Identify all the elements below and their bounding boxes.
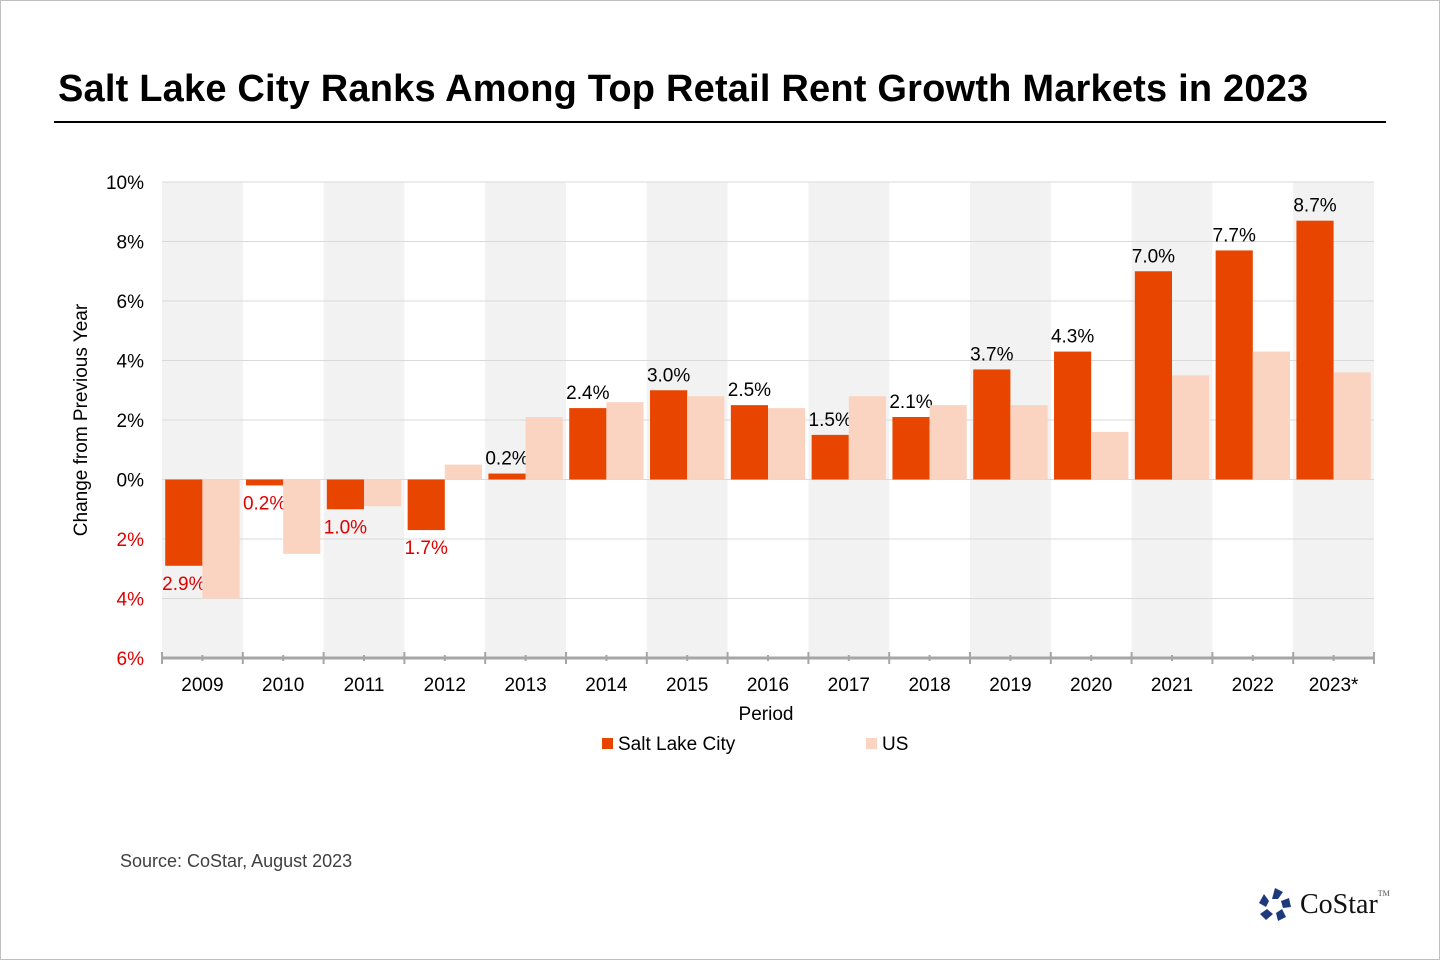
us-bar-2015 [687,396,725,480]
x-tick-label: 2010 [262,675,304,696]
x-tick-label: 2015 [666,675,708,696]
us-bar-2014 [606,402,644,480]
costar-logo: CoStarTM [1256,886,1390,924]
x-tick-label: 2013 [504,675,546,696]
y-tick-label: 4% [117,590,145,611]
slc-bar-2021 [1134,271,1172,480]
costar-star-icon [1259,888,1291,921]
slc-bar-2010 [246,479,284,486]
slc-bar-2012 [407,479,445,531]
x-tick-label: 2011 [344,675,385,696]
data-label: 2.1% [889,392,932,413]
slc-bar-2013 [488,473,526,480]
y-tick-label: 2% [117,530,145,551]
slc-bar-2011 [326,479,364,510]
x-tick-label: 2019 [989,675,1031,696]
data-label: 2.5% [728,380,771,401]
data-label: 8.7% [1293,196,1336,217]
us-bar-2022 [1252,351,1290,480]
data-label: 7.0% [1132,246,1175,267]
slc-bar-2017 [811,434,849,480]
us-bar-2016 [768,408,806,480]
us-bar-2013 [525,417,563,480]
x-tick-label: 2014 [585,675,628,696]
us-bar-2018 [929,405,967,480]
y-tick-label: 6% [117,292,145,313]
slc-bar-2014 [569,408,607,480]
slc-bar-2022 [1215,250,1253,480]
y-tick-label: 2% [117,411,145,432]
y-axis-title: Change from Previous Year [71,303,92,536]
x-tick-label: 2021 [1151,675,1193,696]
data-label: 2.4% [566,383,609,404]
us-bar-2020 [1091,431,1129,480]
chart-title: Salt Lake City Ranks Among Top Retail Re… [58,68,1309,110]
legend-label: US [882,734,908,755]
slc-bar-2009 [165,479,203,566]
title-underline [54,121,1386,123]
us-bar-2017 [848,396,886,480]
x-tick-label: 2012 [424,675,466,696]
slc-bar-2015 [650,390,688,480]
x-tick-label: 2022 [1232,675,1274,696]
data-label: 1.5% [809,410,852,431]
data-label: 3.0% [647,365,690,386]
x-tick-label: 2016 [747,675,789,696]
x-tick-label: 2017 [828,675,870,696]
y-tick-label: 8% [117,233,145,254]
data-label: 4.3% [1051,327,1094,348]
legend-label: Salt Lake City [618,734,736,755]
data-label: 0.2% [243,493,286,514]
slc-bar-2019 [973,369,1011,480]
data-label: 2.9% [162,574,205,595]
slc-bar-2023* [1296,220,1334,480]
data-label: 3.7% [970,344,1013,365]
x-tick-label: 2009 [181,675,223,696]
y-tick-label: 10% [106,173,144,194]
x-tick-label: 2023* [1309,675,1359,696]
logo-text: CoStar [1300,889,1378,920]
us-bar-2009 [202,479,240,599]
legend-swatch-slc [602,738,613,749]
us-bar-2012 [444,464,482,480]
us-bar-2023* [1333,372,1371,480]
us-bar-2010 [283,479,321,554]
slc-bar-2018 [892,417,930,480]
data-label: 1.7% [405,538,448,559]
y-tick-label: 0% [117,471,145,492]
us-bar-2021 [1172,375,1210,480]
y-tick-label: 6% [117,649,145,670]
data-label: 1.0% [324,517,367,538]
slc-bar-2016 [730,405,768,480]
x-axis-title: Period [739,704,794,725]
y-tick-label: 4% [117,352,145,373]
legend-swatch-us [866,738,877,749]
data-label: 0.2% [485,449,528,470]
slc-bar-2020 [1054,351,1092,480]
data-label: 7.7% [1213,225,1256,246]
x-tick-label: 2020 [1070,675,1112,696]
x-tick-label: 2018 [908,675,950,696]
source-note: Source: CoStar, August 2023 [120,851,353,871]
us-bar-2011 [364,479,402,507]
us-bar-2019 [1010,405,1048,480]
